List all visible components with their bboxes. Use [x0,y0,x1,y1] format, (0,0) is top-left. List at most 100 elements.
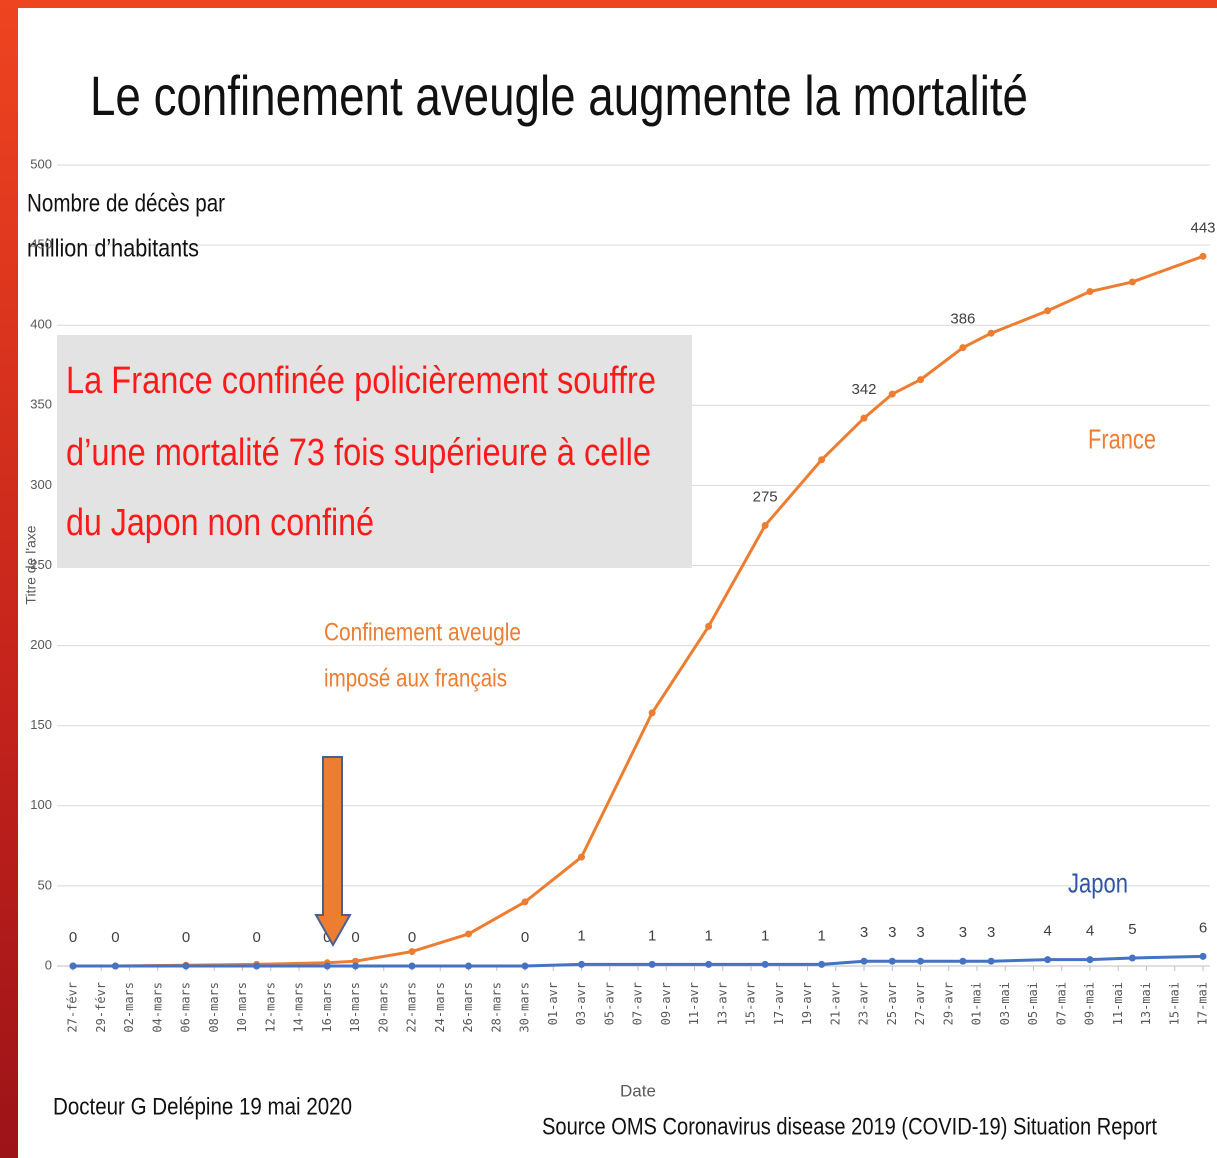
x-tick-label: 29-avr [941,982,955,1025]
data-point [352,957,359,965]
data-point [69,962,77,970]
x-tick-label: 07-mai [1054,982,1068,1025]
data-label: 275 [753,488,778,505]
data-point [253,962,261,970]
x-tick-label: 22-mars [405,982,419,1033]
x-tick-label: 02-mars [122,982,136,1033]
y-tick-label: 250 [30,557,52,572]
data-point [578,853,585,861]
y-axis-title: Titre de l'axe [23,525,39,604]
x-tick-label: 13-mai [1139,982,1153,1025]
series-label: France [1088,423,1156,454]
data-label: 3 [916,924,924,941]
data-point [1044,956,1052,964]
data-point [917,376,924,384]
data-point [1128,954,1136,962]
data-point [323,962,331,970]
data-point [860,414,868,422]
author: Docteur G Delépine 19 mai 2020 [53,1093,352,1120]
x-tick-label: 20-mars [376,982,390,1033]
data-point [761,521,769,529]
data-point [1044,307,1052,315]
x-tick-label: 19-avr [800,982,814,1025]
data-point [465,930,472,938]
data-label: 0 [182,929,190,946]
y-tick-label: 300 [30,477,52,492]
x-tick-label: 12-mars [263,982,277,1033]
y-tick-label: 50 [38,877,52,892]
data-label: 1 [817,927,825,944]
data-point [888,957,896,965]
data-point [1199,952,1207,960]
y-axis-label: Nombre de décès par [27,190,225,218]
data-point [408,948,416,956]
data-point [182,962,190,970]
data-label: 5 [1128,921,1136,938]
x-tick-label: 15-avr [744,982,758,1025]
x-tick-label: 09-avr [659,982,673,1025]
x-tick-label: 25-avr [885,982,899,1025]
data-label: 1 [761,927,769,944]
data-label: 0 [521,929,529,946]
x-tick-label: 30-mars [518,982,532,1033]
data-point [578,960,585,968]
data-point [1086,288,1094,296]
x-tick-label: 14-mars [292,982,306,1033]
y-tick-label: 450 [30,237,52,252]
x-tick-label: 24-mars [433,982,447,1033]
x-tick-label: 08-mars [207,982,221,1033]
y-axis-label: million d’habitants [27,235,199,263]
data-point [818,960,826,968]
x-tick-label: 03-avr [574,982,588,1025]
data-label: 0 [408,929,416,946]
data-label: 0 [69,929,77,946]
data-point [959,344,967,352]
x-tick-label: 28-mars [489,982,503,1033]
annotation-box [57,335,692,568]
x-tick-label: 09-mai [1083,982,1097,1025]
data-point [888,390,896,398]
x-tick-label: 23-avr [857,982,871,1025]
series-label: Japon [1068,867,1128,898]
annotation-text: Confinement aveugle [324,619,521,647]
data-label: 1 [577,927,585,944]
data-point [917,957,924,965]
x-tick-label: 29-févr [94,982,108,1033]
source: Source OMS Coronavirus disease 2019 (COV… [542,1113,1157,1140]
y-tick-label: 400 [30,317,52,332]
arrow [314,756,352,948]
x-tick-label: 11-avr [687,982,701,1025]
x-tick-label: 05-mai [1026,982,1040,1025]
x-tick-label: 01-mai [970,982,984,1025]
data-label: 1 [704,927,712,944]
x-tick-label: 27-févr [66,982,80,1033]
data-label: 6 [1199,919,1207,936]
x-tick-label: 06-mars [179,982,193,1033]
data-point [111,962,119,970]
annotation-text: La France confinée policièrement souffre [66,360,656,402]
data-label: 4 [1043,923,1051,940]
y-tick-label: 200 [30,637,52,652]
x-tick-label: 26-mars [461,982,475,1033]
data-point [959,957,967,965]
data-point [648,709,656,717]
data-point [818,456,826,464]
data-label: 386 [950,311,975,328]
data-point [465,962,472,970]
data-point [1199,252,1207,260]
x-tick-label: 15-mai [1167,982,1181,1025]
x-tick-label: 17-mai [1196,982,1210,1025]
data-point [648,960,656,968]
x-tick-label: 05-avr [602,982,616,1025]
x-tick-label: 17-avr [772,982,786,1025]
y-tick-label: 500 [30,156,52,171]
y-tick-label: 100 [30,797,52,812]
data-label: 3 [987,924,995,941]
data-point [1128,278,1136,286]
x-tick-label: 07-avr [631,982,645,1025]
data-point [1086,956,1094,964]
data-label: 4 [1086,923,1094,940]
data-point [352,962,359,970]
